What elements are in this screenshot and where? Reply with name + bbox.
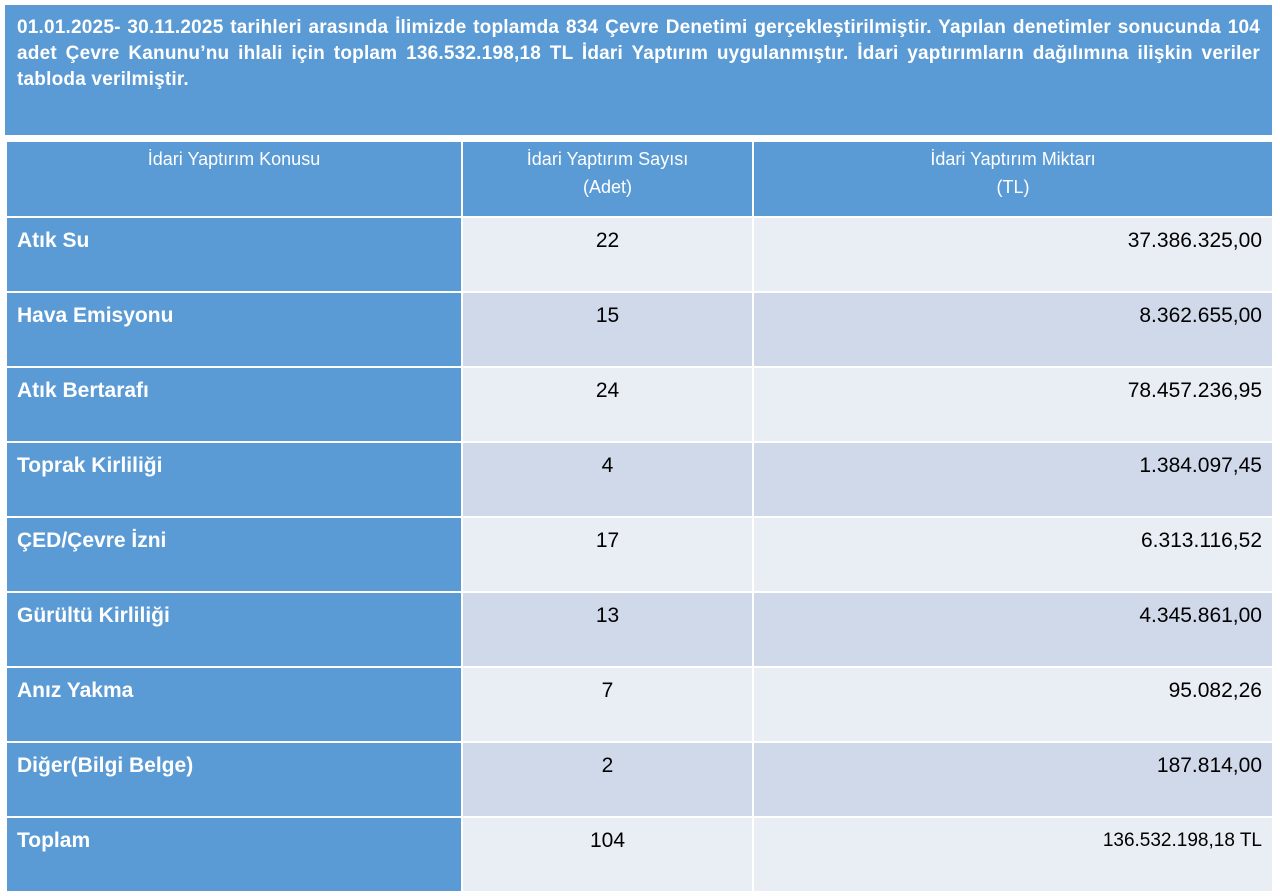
row-count: 22 bbox=[461, 216, 754, 293]
row-subject: Toprak Kirliliği bbox=[5, 441, 463, 518]
row-subject: Gürültü Kirliliği bbox=[5, 591, 463, 668]
row-amount: 78.457.236,95 bbox=[752, 366, 1274, 443]
header-count-label: İdari Yaptırım Sayısı bbox=[526, 149, 689, 169]
header-amount-label: İdari Yaptırım Miktarı bbox=[930, 149, 1096, 169]
total-row: Toplam 104 136.532.198,18 TL bbox=[5, 816, 1274, 893]
total-label: Toplam bbox=[5, 816, 463, 893]
row-count: 7 bbox=[461, 666, 754, 743]
row-subject: ÇED/Çevre İzni bbox=[5, 516, 463, 593]
row-amount: 37.386.325,00 bbox=[752, 216, 1274, 293]
table-row: Anız Yakma 7 95.082,26 bbox=[5, 666, 1274, 743]
table-row: Diğer(Bilgi Belge) 2 187.814,00 bbox=[5, 741, 1274, 818]
row-subject: Diğer(Bilgi Belge) bbox=[5, 741, 463, 818]
table-header-row: İdari Yaptırım Konusu İdari Yaptırım Say… bbox=[5, 140, 1274, 218]
row-amount: 1.384.097,45 bbox=[752, 441, 1274, 518]
row-amount: 4.345.861,00 bbox=[752, 591, 1274, 668]
table-row: Atık Su 22 37.386.325,00 bbox=[5, 216, 1274, 293]
row-subject: Atık Su bbox=[5, 216, 463, 293]
table-row: ÇED/Çevre İzni 17 6.313.116,52 bbox=[5, 516, 1274, 593]
total-amount: 136.532.198,18 TL bbox=[752, 816, 1274, 893]
header-subject-label: İdari Yaptırım Konusu bbox=[147, 149, 321, 169]
intro-paragraph: 01.01.2025- 30.11.2025 tarihleri arasınd… bbox=[5, 5, 1272, 135]
row-count: 13 bbox=[461, 591, 754, 668]
table-row: Hava Emisyonu 15 8.362.655,00 bbox=[5, 291, 1274, 368]
row-count: 17 bbox=[461, 516, 754, 593]
sanctions-table: İdari Yaptırım Konusu İdari Yaptırım Say… bbox=[5, 140, 1274, 893]
row-amount: 95.082,26 bbox=[752, 666, 1274, 743]
row-subject: Atık Bertarafı bbox=[5, 366, 463, 443]
row-subject: Anız Yakma bbox=[5, 666, 463, 743]
header-count: İdari Yaptırım Sayısı (Adet) bbox=[461, 140, 754, 218]
table-row: Atık Bertarafı 24 78.457.236,95 bbox=[5, 366, 1274, 443]
header-subject: İdari Yaptırım Konusu bbox=[5, 140, 463, 218]
row-subject: Hava Emisyonu bbox=[5, 291, 463, 368]
row-count: 4 bbox=[461, 441, 754, 518]
row-count: 2 bbox=[461, 741, 754, 818]
row-count: 24 bbox=[461, 366, 754, 443]
total-count: 104 bbox=[461, 816, 754, 893]
header-amount: İdari Yaptırım Miktarı (TL) bbox=[752, 140, 1274, 218]
row-count: 15 bbox=[461, 291, 754, 368]
row-amount: 187.814,00 bbox=[752, 741, 1274, 818]
header-amount-unit: (TL) bbox=[996, 177, 1030, 197]
table-row: Toprak Kirliliği 4 1.384.097,45 bbox=[5, 441, 1274, 518]
row-amount: 8.362.655,00 bbox=[752, 291, 1274, 368]
header-count-unit: (Adet) bbox=[582, 177, 633, 197]
table-row: Gürültü Kirliliği 13 4.345.861,00 bbox=[5, 591, 1274, 668]
row-amount: 6.313.116,52 bbox=[752, 516, 1274, 593]
